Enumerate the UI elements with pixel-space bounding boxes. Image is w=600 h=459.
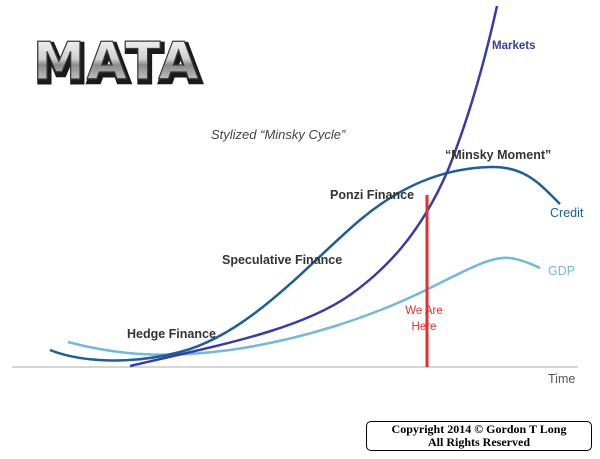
speculative-finance-label: Speculative Finance xyxy=(222,253,342,267)
mata-logo: MATA MATA xyxy=(32,31,203,97)
copyright-notice: Copyright 2014 © Gordon T Long All Right… xyxy=(366,421,592,451)
logo-shadow: MATA xyxy=(35,35,203,95)
copyright-line-1: Copyright 2014 © Gordon T Long xyxy=(391,422,567,436)
time-axis-label: Time xyxy=(548,372,575,386)
markets-label: Markets xyxy=(492,40,535,52)
we-are-here-label-line2: Here xyxy=(412,321,437,333)
credit-label: Credit xyxy=(550,206,584,220)
we-are-here-label-line1: We Are xyxy=(405,305,443,317)
credit-curve xyxy=(49,165,561,362)
copyright-line-2: All Rights Reserved xyxy=(428,435,530,449)
diagram-subtitle: Stylized “Minsky Cycle” xyxy=(211,127,346,142)
gdp-label: GDP xyxy=(548,264,575,278)
minsky-moment-label: “Minsky Moment” xyxy=(445,148,551,162)
ponzi-finance-label: Ponzi Finance xyxy=(330,188,414,202)
hedge-finance-label: Hedge Finance xyxy=(127,327,216,341)
logo-text: MATA xyxy=(33,32,201,92)
markets-curve xyxy=(129,5,499,368)
